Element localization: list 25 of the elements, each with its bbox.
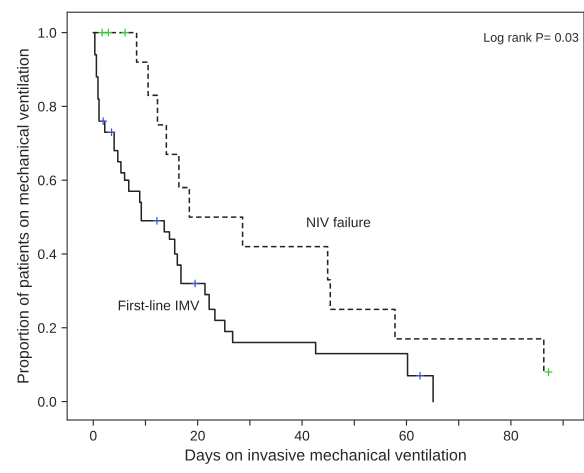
annotation: Log rank P= 0.03 bbox=[484, 32, 578, 44]
x-tick-label: 40 bbox=[294, 430, 310, 441]
point bbox=[152, 216, 162, 226]
y-tick-label: 0.8 bbox=[38, 102, 56, 112]
x-tick-label: 0 bbox=[90, 430, 97, 441]
point bbox=[104, 28, 113, 38]
point bbox=[416, 371, 424, 380]
x-tick-label: 60 bbox=[399, 430, 414, 441]
x-tick-label: 80 bbox=[504, 430, 518, 441]
y-tick-label: 0.6 bbox=[38, 176, 56, 186]
x-axis-title: Days on invasive mechanical ventilation bbox=[186, 448, 466, 464]
point bbox=[190, 279, 200, 288]
point bbox=[120, 28, 130, 38]
y-tick-label: 1.0 bbox=[38, 28, 56, 38]
point bbox=[98, 28, 107, 38]
series-label: First-line IMV bbox=[118, 300, 200, 310]
point bbox=[107, 128, 116, 137]
series-label: NIV failure bbox=[307, 216, 370, 228]
y-axis-title: Proportion of patients on mechanical ventilation bbox=[16, 49, 32, 383]
y-tick-label: 0.0 bbox=[38, 396, 56, 407]
y-tick-label: 0.2 bbox=[38, 323, 56, 333]
y-tick-label: 0.4 bbox=[38, 249, 56, 260]
x-tick-label: 20 bbox=[190, 430, 205, 441]
point bbox=[98, 116, 108, 126]
point bbox=[544, 368, 553, 376]
